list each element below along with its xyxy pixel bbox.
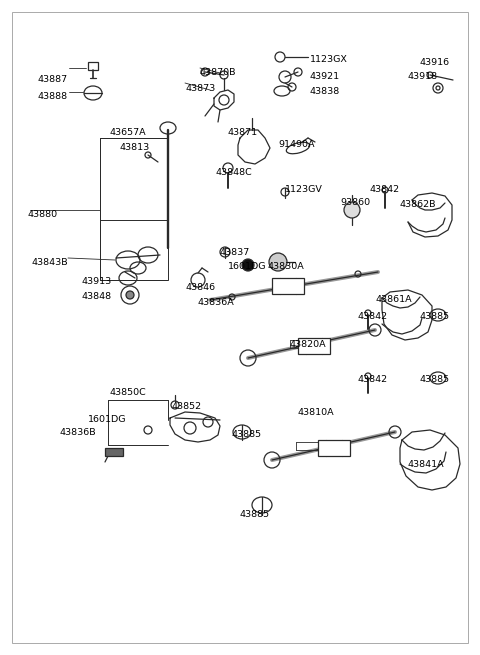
Text: 43885: 43885 [420, 312, 450, 321]
Text: 43830A: 43830A [268, 262, 305, 271]
Text: 1601DG: 1601DG [228, 262, 266, 271]
Bar [298, 338, 330, 354]
Text: 43820A: 43820A [290, 340, 326, 349]
Text: 43657A: 43657A [110, 128, 146, 137]
Text: 43836A: 43836A [198, 298, 235, 307]
Text: 43880: 43880 [28, 210, 58, 219]
Text: 43848C: 43848C [215, 168, 252, 177]
Text: 43841A: 43841A [408, 460, 444, 469]
Text: 91490A: 91490A [278, 140, 314, 149]
Circle shape [126, 291, 134, 299]
Text: 93860: 93860 [340, 198, 370, 207]
Text: 43871: 43871 [228, 128, 258, 137]
Text: 43885: 43885 [232, 430, 262, 439]
Text: 43916: 43916 [420, 58, 450, 67]
Text: 43836B: 43836B [60, 428, 96, 437]
Text: 43850C: 43850C [110, 388, 147, 397]
Bar [88, 62, 98, 70]
Text: 43842: 43842 [370, 185, 400, 194]
Text: 43862B: 43862B [400, 200, 436, 209]
Text: 43837: 43837 [220, 248, 250, 257]
Text: 1601DG: 1601DG [88, 415, 127, 424]
Text: 1123GX: 1123GX [310, 55, 348, 64]
Text: 43887: 43887 [38, 75, 68, 84]
Circle shape [436, 86, 440, 90]
Text: 43810A: 43810A [298, 408, 335, 417]
Text: 43813: 43813 [120, 143, 150, 152]
Text: 43846: 43846 [185, 283, 215, 292]
Text: 43870B: 43870B [200, 68, 237, 77]
Circle shape [242, 259, 254, 271]
Text: 43888: 43888 [38, 92, 68, 101]
Text: 43843B: 43843B [31, 258, 68, 267]
Text: 43913: 43913 [82, 277, 112, 286]
Bar [272, 278, 304, 294]
Text: 43885: 43885 [240, 510, 270, 519]
Circle shape [269, 253, 287, 271]
Bar [318, 440, 350, 456]
Text: 43842: 43842 [358, 375, 388, 384]
Text: 43918: 43918 [408, 72, 438, 81]
Text: 43873: 43873 [185, 84, 215, 93]
Text: 1123GV: 1123GV [285, 185, 323, 194]
Text: 43838: 43838 [310, 87, 340, 96]
Text: 43885: 43885 [420, 375, 450, 384]
Text: 43861A: 43861A [375, 295, 412, 304]
Text: 43852: 43852 [172, 402, 202, 411]
Text: 43848: 43848 [82, 292, 112, 301]
Circle shape [344, 202, 360, 218]
Text: 43921: 43921 [310, 72, 340, 81]
Bar [105, 448, 123, 456]
Text: 43842: 43842 [358, 312, 388, 321]
Bar [100, 138, 168, 280]
